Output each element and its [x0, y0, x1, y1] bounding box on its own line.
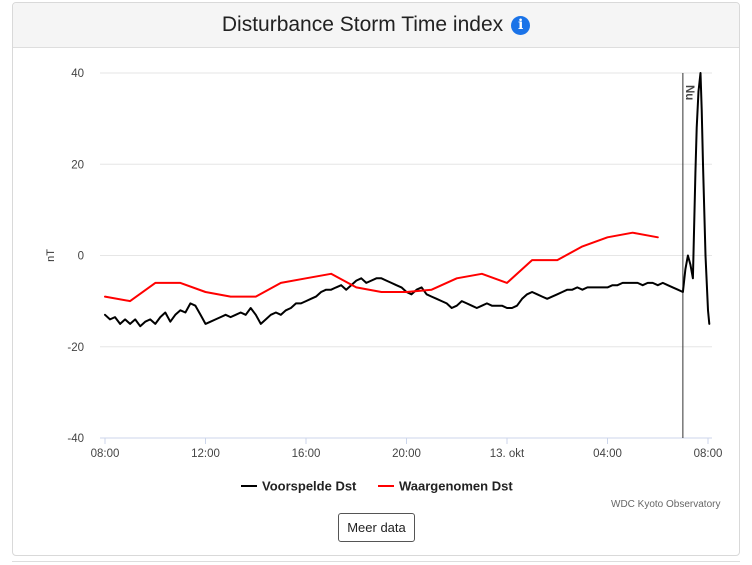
x-tick-label: 08:00: [694, 448, 723, 460]
info-icon[interactable]: i: [511, 15, 531, 35]
series-line-waargenomen-dst: [104, 231, 659, 303]
now-label: Nu: [683, 85, 695, 100]
card-header: Disturbance Storm Time index i: [13, 3, 739, 48]
x-tick-label: 08:00: [91, 448, 120, 460]
credit-text: WDC Kyoto Observatory: [611, 499, 721, 510]
y-tick-label: 20: [71, 159, 84, 171]
chart-legend: Voorspelde Dst Waargenomen Dst: [241, 479, 513, 494]
x-tick-label: 12:00: [191, 448, 220, 460]
y-tick-label: -20: [67, 342, 84, 354]
more-data-button[interactable]: Meer data: [338, 513, 415, 542]
legend-label: Voorspelde Dst: [262, 479, 357, 494]
chart-series: Nu: [104, 72, 711, 438]
legend-label: Waargenomen Dst: [399, 479, 513, 494]
y-tick-label: -40: [67, 433, 84, 445]
y-tick-label: 40: [71, 68, 84, 80]
y-axis-label: nT: [45, 249, 57, 262]
chart-title: Disturbance Storm Time index: [221, 13, 504, 36]
chart-grid: [100, 72, 712, 439]
x-tick-label: 04:00: [593, 448, 622, 460]
divider: [12, 561, 740, 562]
x-tick-label: 16:00: [292, 448, 321, 460]
dst-card: Disturbance Storm Time index i: [12, 2, 740, 556]
x-tick-label: 13. okt: [490, 448, 525, 460]
series-line-voorspelde-dst: [104, 72, 711, 328]
y-tick-label: 0: [78, 251, 84, 263]
x-tick-label: 20:00: [392, 448, 421, 460]
chart-axes: 40 20 0 -20 -40 nT 08:00 12:00 16:00 20:00 13. okt…: [45, 68, 722, 460]
